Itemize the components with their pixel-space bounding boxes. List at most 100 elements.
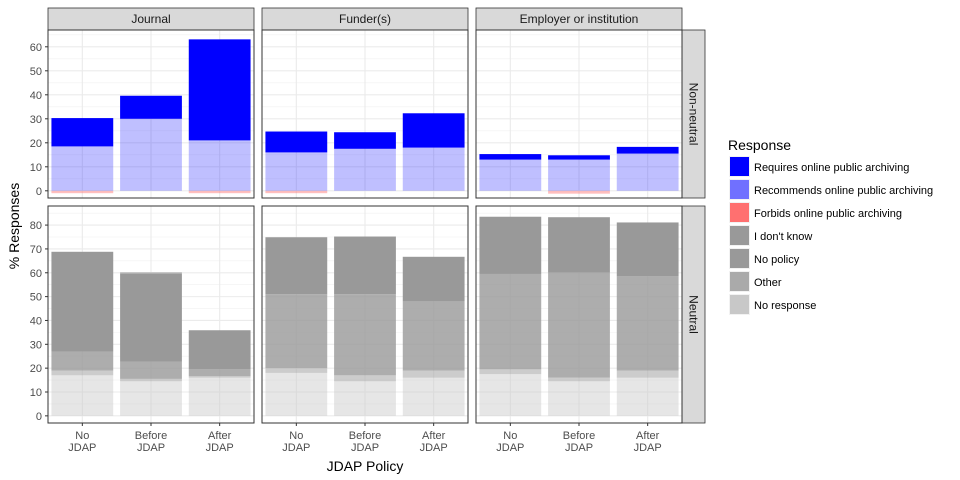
x-axis-title: JDAP Policy [327, 458, 404, 474]
legend-swatch [730, 203, 749, 222]
x-tick-label: No [289, 430, 303, 442]
bar-segment-forbids-online-public-archiving [188, 190, 251, 194]
x-tick-label: No [75, 430, 89, 442]
bar-segment-recommends-online-public-archiving [51, 146, 114, 191]
bar-segment-i-don-t-know [616, 276, 679, 371]
legend-item-no-response: No response [729, 294, 816, 315]
panel-border [47, 29, 255, 199]
bar-segment-requires-online-public-archiving [265, 131, 328, 153]
x-tick-label: Before [349, 430, 381, 442]
x-tick-label: After [208, 430, 232, 442]
bar-segment-i-don-t-know [479, 273, 542, 370]
bar-segment-recommends-online-public-archiving [265, 152, 328, 191]
bar-journal-non-neutral-3 [188, 39, 251, 194]
y-tick-label: 40 [30, 315, 42, 327]
x-tick-label: JDAP [137, 442, 165, 454]
bar-segment-no-response [548, 381, 610, 416]
bar-segment-i-don-t-know [51, 351, 114, 371]
bar-segment-other [120, 272, 182, 274]
bar-segment-no-response [334, 381, 396, 416]
legend-item-i-don-t-know: I don't know [729, 225, 812, 246]
x-tick-label: JDAP [565, 442, 593, 454]
chart-panels: Journal Funder(s) Employer or institution N… [47, 7, 706, 424]
bar-segment-no-response [265, 372, 328, 416]
y-tick-label: 40 [30, 90, 42, 102]
bar-segment-forbids-online-public-archiving [51, 190, 114, 194]
x-tick-label: After [636, 430, 660, 442]
legend-label: No response [754, 300, 816, 312]
panel-funder-s-neutral [261, 205, 469, 424]
y-tick-label: 20 [30, 138, 42, 150]
bar-segment-other [334, 375, 396, 382]
legend-swatch [730, 272, 749, 291]
x-tick-label: JDAP [351, 442, 379, 454]
facet-label-non-neutral: Non-neutral [687, 83, 701, 146]
bar-segment-other [548, 377, 610, 382]
bar-segment-other [479, 369, 542, 375]
bar-journal-non-neutral-1 [51, 118, 114, 194]
legend-item-requires-online-public-archiving: Requires online public archiving [729, 156, 909, 177]
y-tick-label: 30 [30, 114, 42, 126]
bar-segment-i-don-t-know [265, 294, 328, 369]
panel-employer-or-institution-neutral [475, 205, 683, 424]
bar-employer-or-institution-neutral-2 [548, 217, 610, 416]
x-tick-label: Before [135, 430, 167, 442]
bar-segment-forbids-online-public-archiving [548, 190, 610, 194]
bar-employer-or-institution-neutral-1 [479, 216, 542, 416]
y-tick-label: 60 [30, 268, 42, 280]
panel-journal-neutral [47, 205, 255, 424]
bar-segment-recommends-online-public-archiving [402, 147, 465, 191]
y-tick-label: 50 [30, 66, 42, 78]
bar-journal-neutral-1 [51, 251, 114, 416]
bar-segment-i-don-t-know [120, 361, 182, 379]
y-tick-label: 0 [36, 411, 42, 423]
bar-segment-other [51, 370, 114, 376]
legend-label: Forbids online public archiving [754, 208, 902, 220]
bar-segment-no-response [120, 381, 182, 416]
facet-label-journal: Journal [131, 12, 170, 26]
bar-segment-no-policy [334, 236, 396, 295]
bar-segment-no-response [188, 377, 251, 416]
bar-segment-recommends-online-public-archiving [616, 153, 679, 191]
bar-segment-no-response [51, 375, 114, 416]
bar-funder-s-neutral-3 [402, 256, 465, 416]
bar-segment-requires-online-public-archiving [51, 118, 114, 147]
bar-segment-requires-online-public-archiving [188, 39, 251, 141]
legend-label: No policy [754, 254, 800, 266]
panel-journal-non-neutral [47, 29, 255, 199]
y-axis-tick-labels: 0 10 20 30 40 50 60 0 10 20 30 40 50 60 70 80 [30, 42, 48, 423]
legend-swatch [730, 180, 749, 199]
legend-swatch [730, 295, 749, 314]
y-tick-label: 0 [36, 186, 42, 198]
bar-segment-forbids-online-public-archiving [265, 190, 328, 194]
bar-segment-no-policy [120, 273, 182, 362]
legend-label: Recommends online public archiving [754, 185, 933, 197]
bar-segment-other [120, 378, 182, 382]
bar-segment-no-response [479, 374, 542, 416]
bar-segment-other [616, 370, 679, 378]
legend-label: I don't know [754, 231, 812, 243]
bar-segment-i-don-t-know [334, 294, 396, 376]
legend-swatch [730, 157, 749, 176]
x-tick-label: After [422, 430, 446, 442]
legend-title: Response [728, 137, 791, 153]
facet-label-funder-s: Funder(s) [339, 12, 391, 26]
bar-segment-requires-online-public-archiving [616, 146, 679, 154]
panel-employer-or-institution-non-neutral [475, 29, 683, 199]
x-tick-label: JDAP [206, 442, 234, 454]
bar-journal-neutral-3 [188, 330, 251, 416]
y-tick-label: 10 [30, 387, 42, 399]
legend-swatch [730, 226, 749, 245]
bar-segment-no-response [616, 377, 679, 416]
legend-item-recommends-online-public-archiving: Recommends online public archiving [729, 179, 933, 200]
bar-segment-other [188, 376, 251, 378]
bar-employer-or-institution-non-neutral-2 [548, 155, 610, 194]
x-tick-label: JDAP [496, 442, 524, 454]
legend: Response Requires online public archivin… [728, 137, 933, 315]
bar-segment-no-response [402, 377, 465, 416]
y-tick-label: 10 [30, 162, 42, 174]
x-axis-tick-labels: NoJDAPBeforeJDAPAfterJDAPNoJDAPBeforeJDA… [68, 423, 662, 454]
bar-segment-recommends-online-public-archiving [548, 159, 610, 191]
legend-item-other: Other [729, 271, 782, 292]
